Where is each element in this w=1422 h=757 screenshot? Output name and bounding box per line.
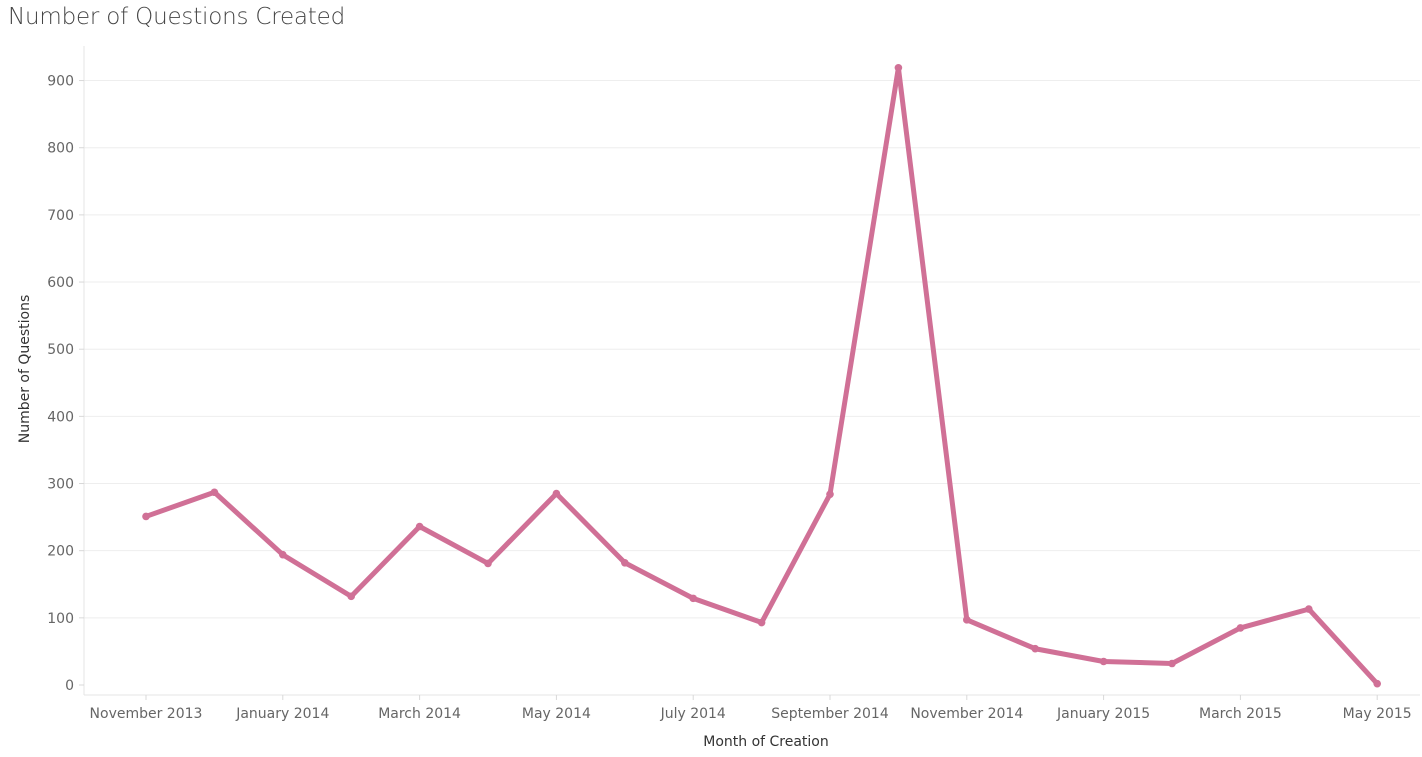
data-point[interactable]: [621, 558, 629, 567]
data-point[interactable]: [415, 522, 424, 531]
y-axis-ticks: 0 100 200 300 400 500 600 700 800 900: [47, 74, 84, 694]
series-line-path: [143, 65, 1380, 687]
x-tick-label: January 2014: [235, 706, 329, 722]
series-line: [143, 65, 1380, 687]
data-point[interactable]: [279, 550, 287, 559]
data-point[interactable]: [1031, 644, 1039, 653]
x-axis-ticks: November 2013 January 2014 March 2014 May 2…: [90, 695, 1412, 722]
data-point[interactable]: [1236, 624, 1245, 632]
x-tick-label: May 2014: [522, 706, 591, 722]
data-point[interactable]: [1305, 605, 1313, 613]
x-axis-title: Month of Creation: [703, 734, 829, 750]
data-point[interactable]: [142, 512, 150, 521]
data-point[interactable]: [210, 488, 219, 497]
gridlines: [84, 80, 1420, 619]
data-points: [142, 63, 1381, 688]
data-point[interactable]: [826, 490, 834, 499]
data-point[interactable]: [1168, 659, 1176, 668]
data-point[interactable]: [552, 489, 561, 498]
x-tick-label: September 2014: [771, 706, 889, 722]
x-tick-label: November 2014: [910, 706, 1023, 722]
data-point[interactable]: [894, 63, 903, 72]
x-tick-label: July 2014: [660, 706, 726, 722]
chart-title: Number of Questions Created: [8, 4, 345, 30]
y-tick-label: 0: [65, 678, 74, 694]
x-tick-label: November 2013: [90, 706, 203, 722]
axes: [83, 46, 1420, 696]
data-point[interactable]: [484, 559, 492, 568]
y-tick-label: 700: [47, 208, 74, 224]
y-tick-label: 600: [47, 275, 74, 291]
x-tick-label: March 2015: [1199, 706, 1282, 722]
y-axis-title: Number of Questions: [17, 295, 33, 444]
y-tick-label: 200: [47, 544, 74, 560]
data-point[interactable]: [689, 594, 697, 603]
data-point[interactable]: [963, 616, 971, 624]
y-tick-label: 400: [47, 409, 74, 425]
data-point[interactable]: [347, 592, 356, 601]
y-tick-label: 500: [47, 342, 74, 358]
y-tick-label: 900: [47, 74, 74, 90]
data-point[interactable]: [1373, 679, 1381, 688]
x-tick-label: January 2015: [1056, 706, 1150, 722]
data-point[interactable]: [757, 618, 766, 627]
y-tick-label: 300: [47, 477, 74, 493]
x-tick-label: May 2015: [1343, 706, 1412, 722]
x-tick-label: March 2014: [378, 706, 461, 722]
y-tick-label: 800: [47, 141, 74, 157]
y-tick-label: 100: [47, 611, 74, 627]
data-point[interactable]: [1099, 657, 1108, 666]
